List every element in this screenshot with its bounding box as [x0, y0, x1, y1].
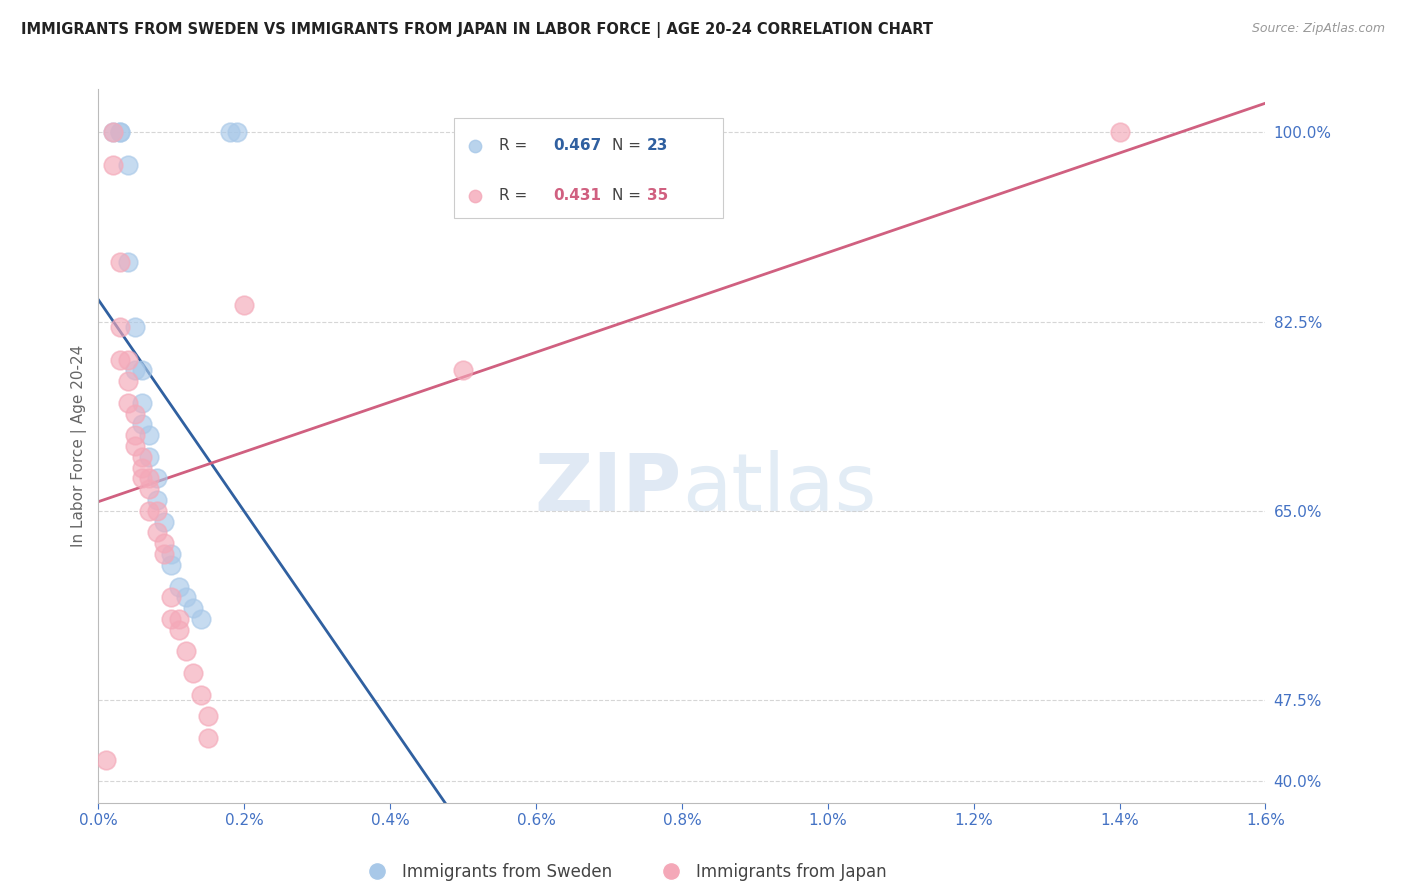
Point	[131, 363, 153, 377]
Point	[138, 482, 160, 496]
Text: 0.467: 0.467	[554, 138, 602, 153]
Point	[124, 439, 146, 453]
Point	[110, 320, 132, 334]
Point	[110, 255, 132, 269]
Text: atlas: atlas	[682, 450, 876, 528]
Point	[117, 158, 139, 172]
Point	[101, 158, 124, 172]
Text: Source: ZipAtlas.com: Source: ZipAtlas.com	[1251, 22, 1385, 36]
Point	[131, 450, 153, 464]
Point	[138, 471, 160, 485]
Point	[138, 504, 160, 518]
Text: 35: 35	[647, 188, 668, 203]
Point	[451, 363, 474, 377]
Text: ZIP: ZIP	[534, 450, 682, 528]
Point	[146, 504, 169, 518]
Point	[110, 125, 132, 139]
Point	[167, 580, 190, 594]
Text: 0.431: 0.431	[554, 188, 602, 203]
Point	[146, 525, 169, 540]
Point	[138, 428, 160, 442]
Point	[124, 320, 146, 334]
Point	[153, 536, 176, 550]
Point	[190, 688, 212, 702]
Point	[160, 547, 183, 561]
Point	[138, 450, 160, 464]
Text: N =: N =	[612, 138, 641, 153]
Text: N =: N =	[612, 188, 641, 203]
Point	[233, 298, 256, 312]
Point	[160, 591, 183, 605]
Point	[131, 460, 153, 475]
Point	[117, 374, 139, 388]
Point	[174, 591, 197, 605]
Point	[197, 731, 219, 745]
Point	[174, 644, 197, 658]
Point	[110, 125, 132, 139]
Point	[218, 125, 240, 139]
Point	[94, 753, 117, 767]
Point	[467, 125, 489, 139]
Point	[160, 612, 183, 626]
Point	[117, 352, 139, 367]
Point	[124, 407, 146, 421]
Point	[124, 428, 146, 442]
Point	[146, 471, 169, 485]
Point	[181, 601, 204, 615]
Point	[131, 471, 153, 485]
Point	[160, 558, 183, 572]
Point	[197, 709, 219, 723]
Point	[226, 125, 249, 139]
Point	[117, 396, 139, 410]
Point	[1108, 125, 1130, 139]
Point	[153, 547, 176, 561]
Point	[110, 352, 132, 367]
Text: R =: R =	[499, 138, 527, 153]
Point	[146, 493, 169, 508]
Bar	[454, 118, 723, 218]
Point	[101, 125, 124, 139]
Point	[117, 255, 139, 269]
Y-axis label: In Labor Force | Age 20-24: In Labor Force | Age 20-24	[72, 345, 87, 547]
Text: IMMIGRANTS FROM SWEDEN VS IMMIGRANTS FROM JAPAN IN LABOR FORCE | AGE 20-24 CORRE: IMMIGRANTS FROM SWEDEN VS IMMIGRANTS FRO…	[21, 22, 934, 38]
Point	[124, 363, 146, 377]
Point	[181, 666, 204, 681]
Legend: Immigrants from Sweden, Immigrants from Japan: Immigrants from Sweden, Immigrants from …	[354, 856, 893, 888]
Point	[167, 612, 190, 626]
Point	[131, 417, 153, 432]
Point	[153, 515, 176, 529]
Point	[131, 396, 153, 410]
Text: R =: R =	[499, 188, 527, 203]
Point	[101, 125, 124, 139]
Point	[190, 612, 212, 626]
Point	[167, 623, 190, 637]
Text: 23: 23	[647, 138, 668, 153]
